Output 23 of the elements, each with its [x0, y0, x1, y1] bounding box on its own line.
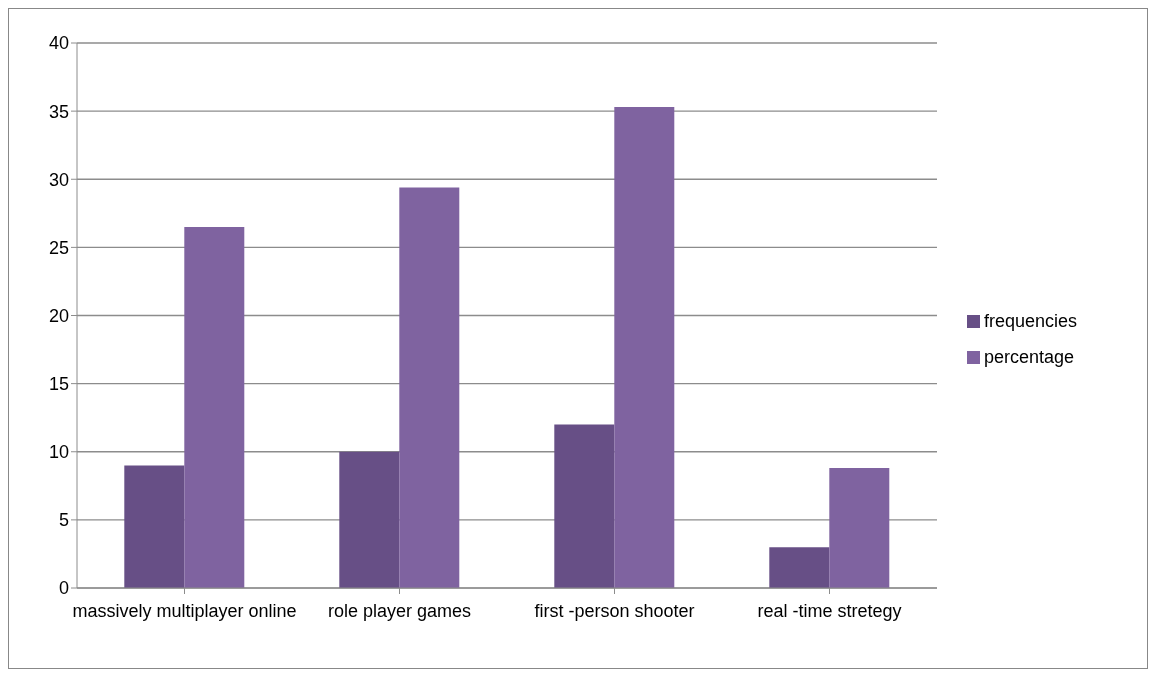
- bar: [829, 468, 890, 588]
- bar: [339, 451, 400, 588]
- x-tick-label: role player games: [327, 600, 472, 621]
- y-tick-label: 5: [58, 510, 69, 531]
- y-tick-label: 10: [48, 442, 69, 463]
- x-tick-label: massively multiplayer online: [72, 600, 297, 621]
- x-tick-label: first -person shooter: [534, 600, 695, 621]
- bar: [614, 107, 675, 588]
- legend-label: frequencies: [984, 310, 1078, 331]
- y-tick-label: 20: [48, 305, 69, 326]
- y-tick-label: 25: [48, 237, 69, 258]
- bar: [184, 226, 245, 588]
- y-tick-label: 15: [48, 374, 69, 395]
- y-tick-label: 30: [48, 169, 69, 190]
- y-tick-label: 35: [48, 101, 69, 122]
- bar: [399, 187, 460, 588]
- bar: [124, 465, 185, 588]
- bar: [769, 547, 830, 588]
- legend-label: percentage: [984, 346, 1075, 367]
- x-tick-label: real -time stretegy: [757, 600, 902, 621]
- y-tick-label: 40: [48, 33, 69, 54]
- y-tick-label: 0: [58, 578, 69, 599]
- bar: [554, 424, 615, 588]
